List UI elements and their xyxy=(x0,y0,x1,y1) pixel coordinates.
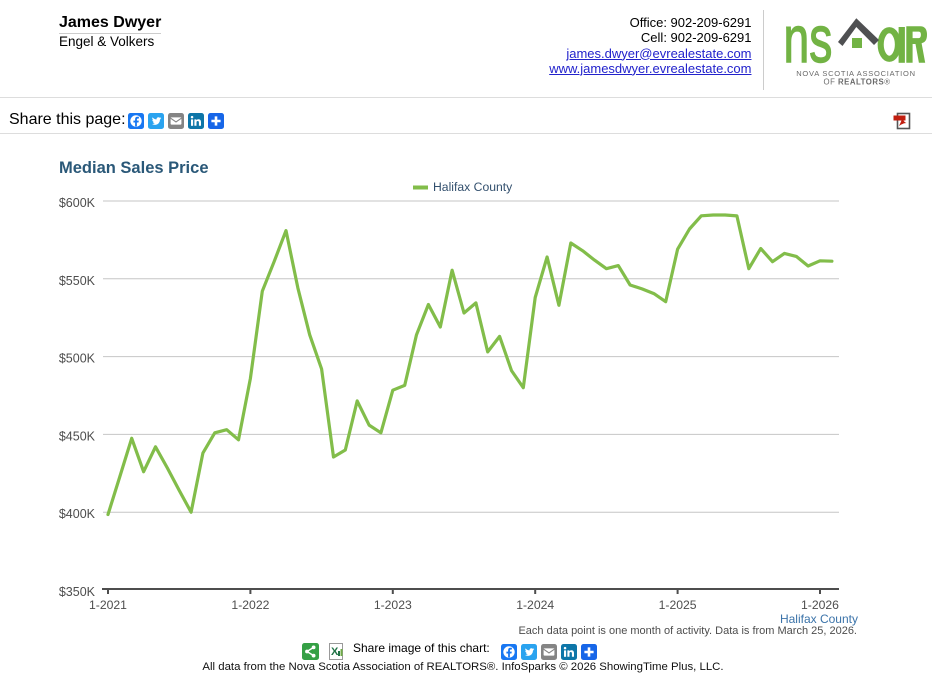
svg-text:1-2024: 1-2024 xyxy=(516,598,554,612)
svg-text:$600K: $600K xyxy=(59,196,96,210)
svg-text:1-2026: 1-2026 xyxy=(801,598,839,612)
svg-text:Halifax County: Halifax County xyxy=(433,180,513,194)
svg-text:$450K: $450K xyxy=(59,429,96,443)
svg-text:1-2021: 1-2021 xyxy=(89,598,127,612)
svg-text:NOVA SCOTIA ASSOCIATION: NOVA SCOTIA ASSOCIATION xyxy=(796,69,916,78)
svg-text:1-2023: 1-2023 xyxy=(374,598,412,612)
svg-text:OF REALTORS®: OF REALTORS® xyxy=(824,77,891,86)
svg-text:$400K: $400K xyxy=(59,507,96,521)
svg-text:1-2025: 1-2025 xyxy=(659,598,697,612)
svg-text:$500K: $500K xyxy=(59,352,96,366)
svg-text:$350K: $350K xyxy=(59,585,96,599)
svg-text:X: X xyxy=(331,646,339,658)
svg-text:$550K: $550K xyxy=(59,274,96,288)
svg-text:ns: ns xyxy=(784,8,832,77)
svg-text:1-2022: 1-2022 xyxy=(231,598,269,612)
